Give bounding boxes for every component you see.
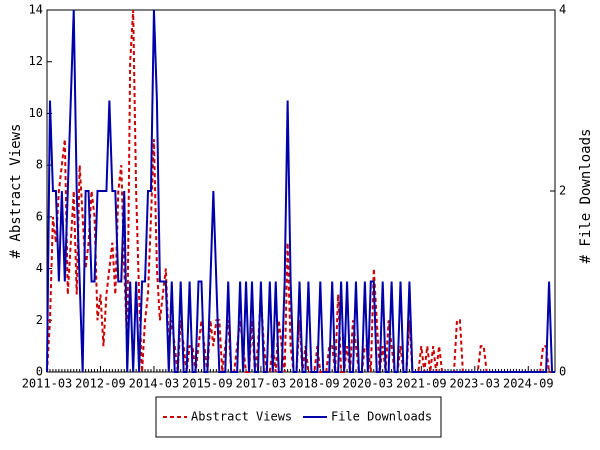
data-line — [46, 9, 555, 373]
y-tick-label: 12 — [29, 54, 43, 68]
x-tick-label: 2012-09 — [75, 377, 126, 391]
legend-label: Abstract Views — [191, 410, 292, 424]
legend-box — [155, 396, 442, 438]
y-axis-label: # Abstract Views — [8, 124, 24, 259]
legend-label: File Downloads — [331, 410, 432, 424]
y2-tick-label: 0 — [559, 365, 566, 379]
y-tick-label: 8 — [36, 158, 43, 172]
y2-axis-label: # File Downloads — [578, 129, 594, 264]
x-tick-label: 2017-03 — [236, 377, 287, 391]
y-tick-label: 0 — [36, 365, 43, 379]
x-tick-label: 2024-09 — [503, 377, 554, 391]
y-tick-label: 10 — [29, 106, 43, 120]
x-tick-label: 2023-03 — [450, 377, 501, 391]
x-tick-label: 2014-03 — [129, 377, 180, 391]
x-tick-label: 2015-09 — [182, 377, 233, 391]
x-tick-label: 2018-09 — [289, 377, 340, 391]
x-tick-label: 2011-03 — [22, 377, 73, 391]
y-tick-label: 2 — [36, 313, 43, 327]
x-tick-label: 2021-09 — [396, 377, 447, 391]
y2-tick-label: 4 — [559, 3, 566, 17]
y-tick-label: 4 — [36, 261, 43, 275]
y-tick-label: 14 — [29, 3, 43, 17]
x-tick-label: 2020-03 — [343, 377, 394, 391]
y2-tick-label: 2 — [559, 184, 566, 198]
y-tick-label: 6 — [36, 209, 43, 223]
